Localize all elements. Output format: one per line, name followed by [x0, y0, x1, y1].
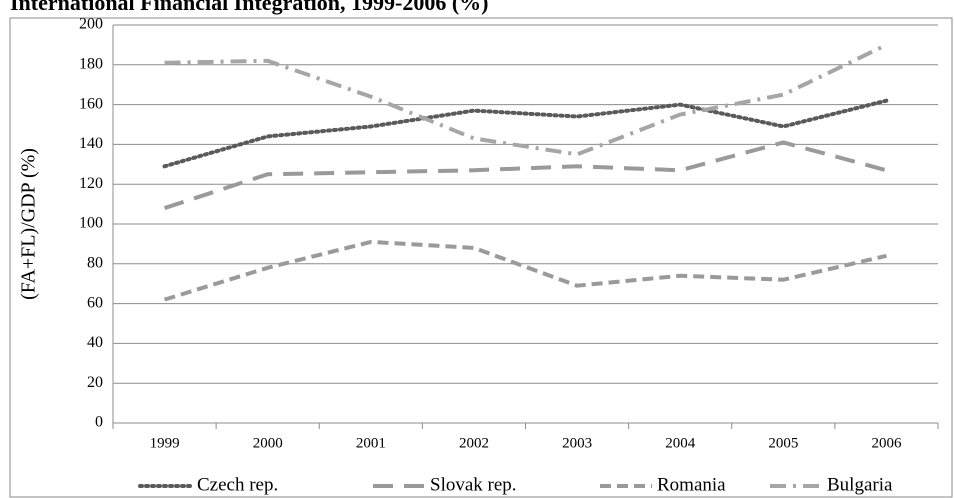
y-tick-label: 100	[79, 215, 103, 232]
y-tick-label: 80	[87, 254, 103, 271]
x-tick-label: 2004	[665, 435, 696, 451]
x-tick-label: 2003	[562, 435, 592, 451]
y-tick-label: 180	[79, 55, 103, 72]
legend-label: Bulgaria	[827, 474, 893, 495]
series-line	[164, 43, 888, 157]
legend-label: Czech rep.	[197, 474, 278, 495]
series-line	[163, 140, 887, 210]
legend-label: Slovak rep.	[430, 474, 517, 495]
x-tick-label: 2002	[459, 435, 489, 451]
series-line	[163, 239, 887, 302]
x-tick-label: 2000	[253, 435, 283, 451]
legend-label: Romania	[657, 474, 726, 495]
series-line	[162, 98, 889, 169]
y-tick-label: 140	[79, 135, 103, 152]
chart-frame	[9, 17, 953, 498]
y-tick-label: 40	[87, 334, 103, 351]
title-band	[0, 0, 954, 17]
y-tick-label: 160	[79, 95, 103, 112]
x-tick-label: 2006	[871, 435, 902, 451]
y-tick-label: 0	[95, 414, 103, 431]
chart-title: International Financial Integration, 199…	[10, 0, 489, 15]
y-tick-label: 60	[87, 294, 103, 311]
x-tick-label: 1999	[150, 435, 180, 451]
y-tick-label: 200	[79, 16, 103, 33]
x-tick-label: 2001	[356, 435, 386, 451]
y-axis-label: (FA+FL)/GDP (%)	[18, 148, 40, 300]
x-tick-label: 2005	[768, 435, 798, 451]
y-tick-label: 120	[79, 175, 103, 192]
y-tick-label: 20	[87, 374, 103, 391]
